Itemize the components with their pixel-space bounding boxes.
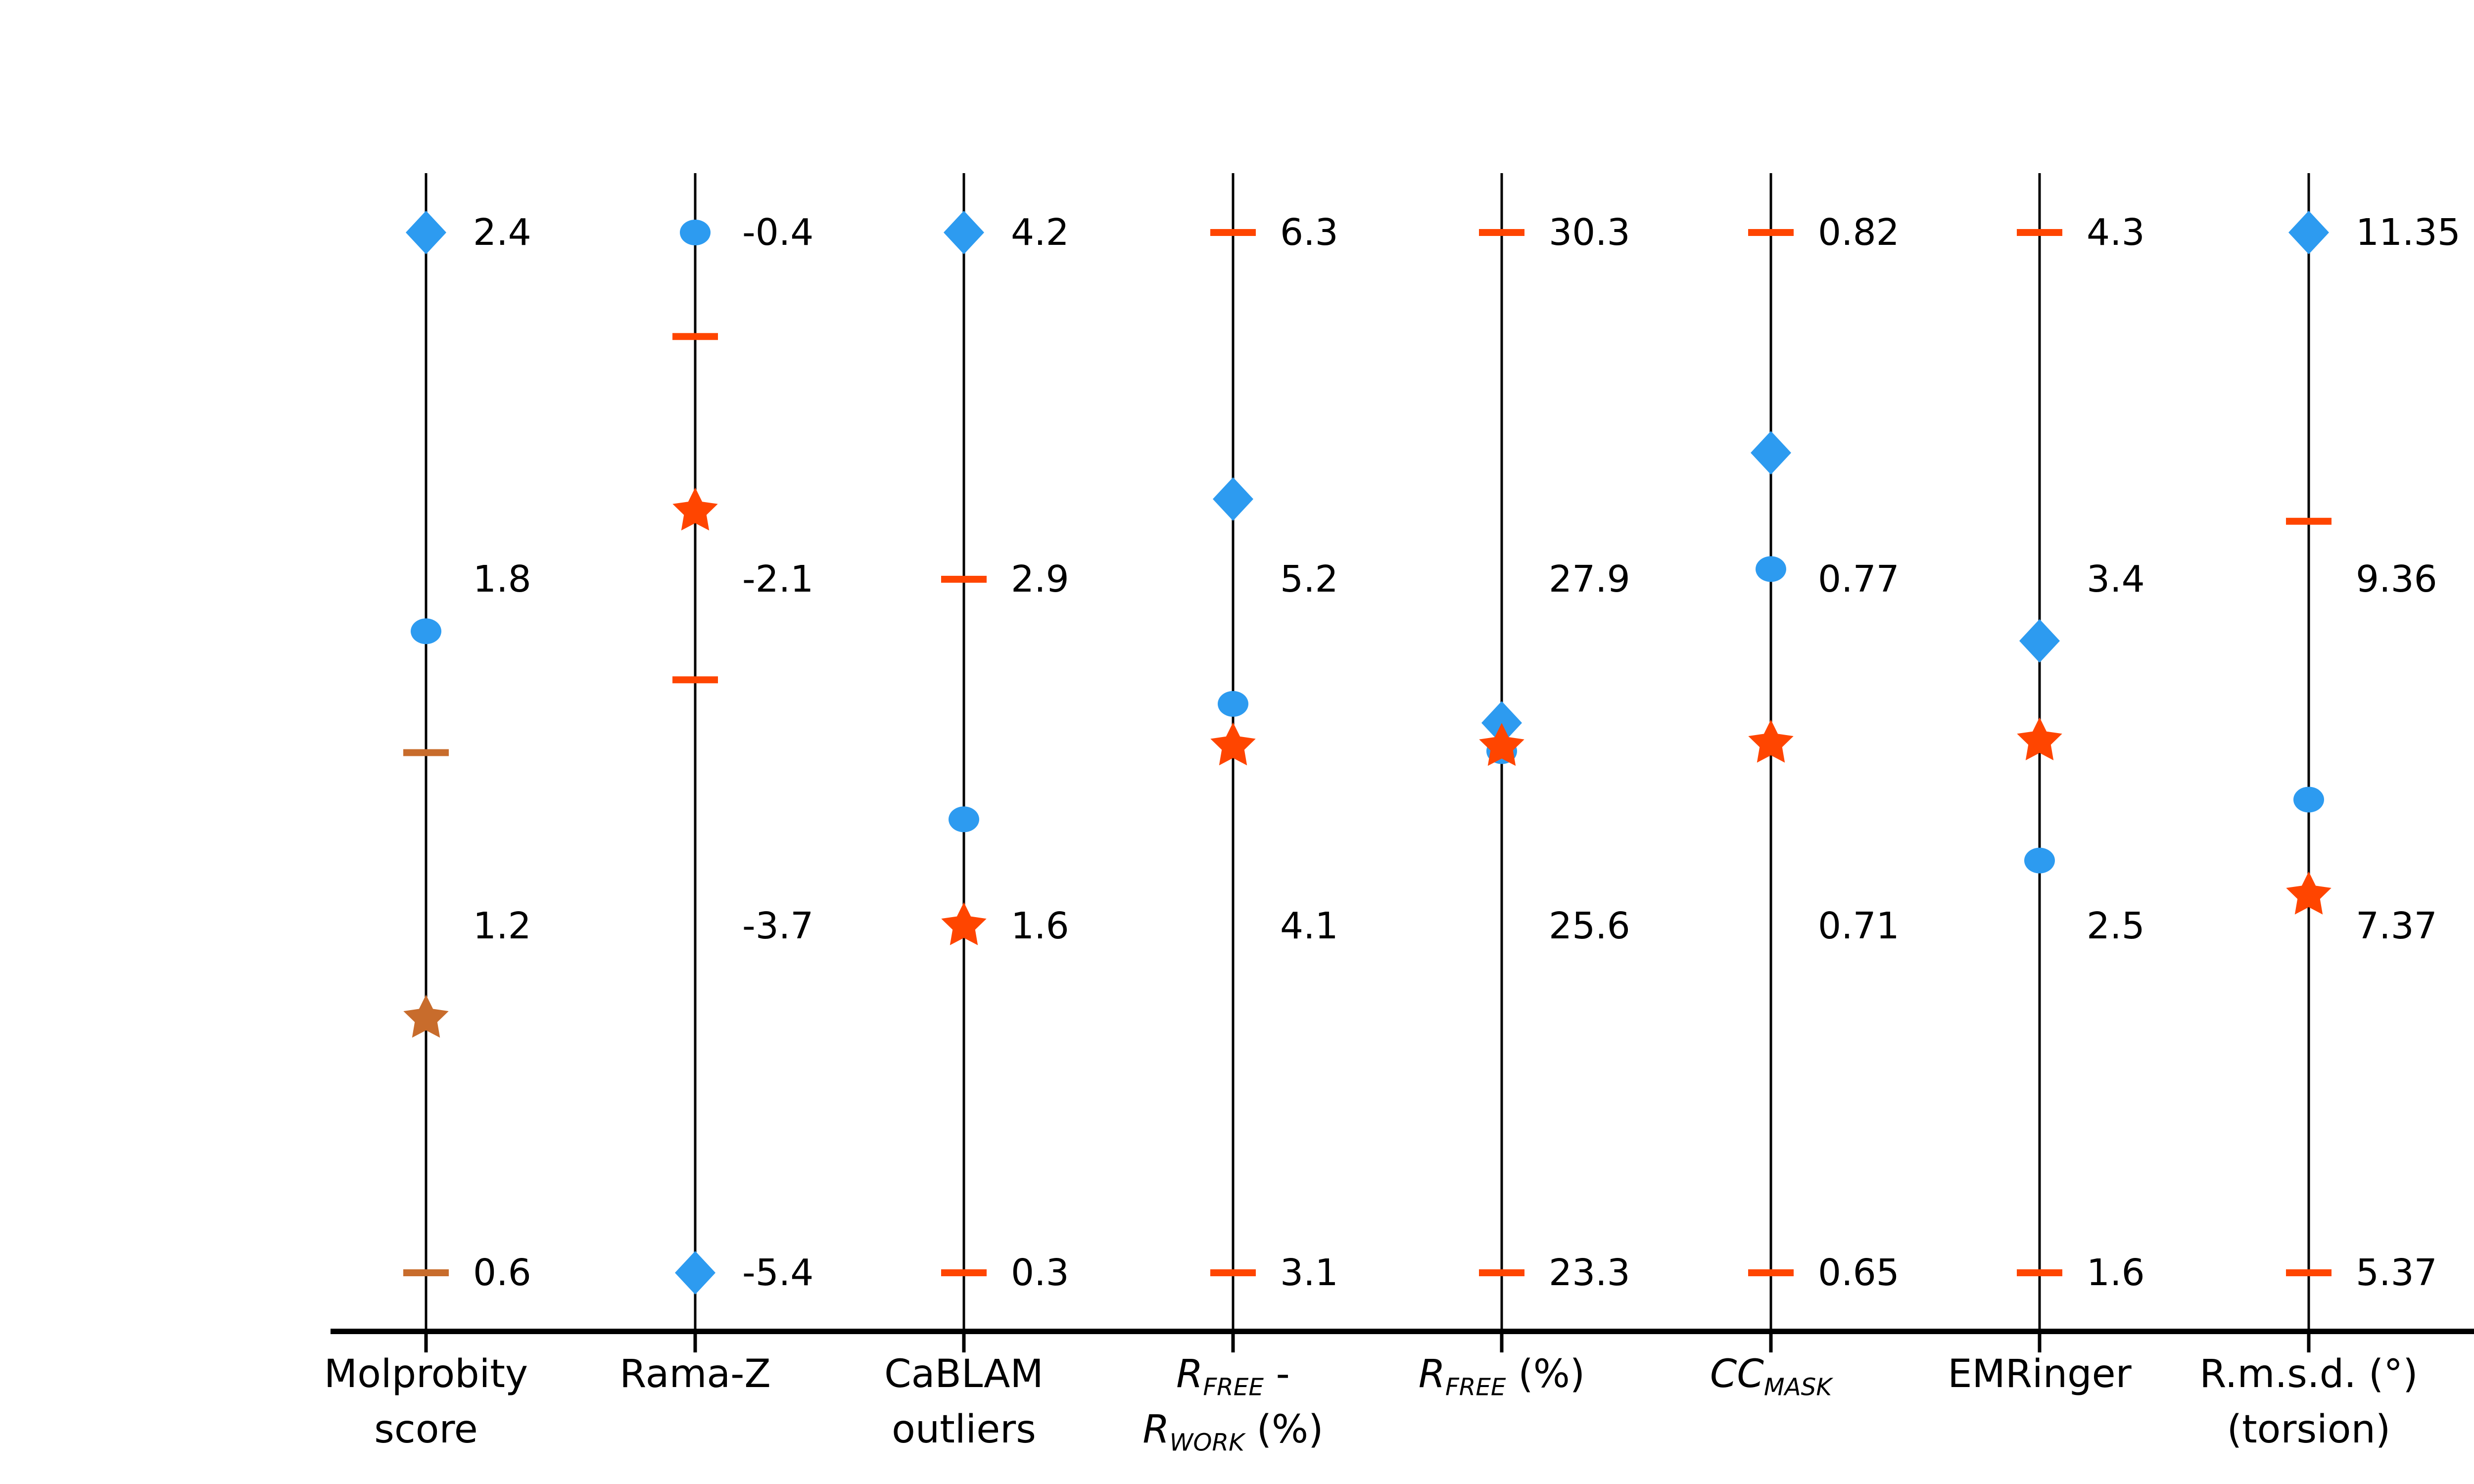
marker-diamond-rama-z [675,1251,715,1295]
marker-star-rfree-minus-rwork [1210,722,1256,766]
marker-diamond-rmsd-torsion [2288,211,2329,254]
axis-label-rmsd-torsion: R.m.s.d. (°) (torsion) [2199,1352,2418,1452]
marker-dash-rfree-minus-rwork [1210,1269,1256,1276]
axis-bottom-tick-cablam-outliers [962,1329,966,1352]
axis-bottom-tick-rfree [1500,1329,1504,1352]
axis-bottom-tick-rfree-minus-rwork [1231,1329,1235,1352]
tick-label-rfree-3: 23.3 [1549,1252,1630,1294]
marker-diamond-molprobity-score [406,211,446,254]
marker-dash-rama-z [672,333,718,340]
axis-bottom-tick-emringer [2038,1329,2042,1352]
marker-dash-rmsd-torsion [2286,1269,2331,1276]
marker-star-molprobity-score [403,994,449,1038]
marker-dash-rfree-minus-rwork [1210,229,1256,236]
axis-label-rfree-minus-rwork: RFREE - RWORK (%) [1142,1352,1324,1457]
tick-label-cablam-outliers-3: 0.3 [1011,1252,1069,1294]
axis-bottom-tick-cc-mask [1769,1329,1773,1352]
marker-dash-rfree [1479,229,1524,236]
axis-line-cablam-outliers [962,173,965,1332]
marker-circle-rama-z [680,220,711,245]
marker-dash-rfree [1479,1269,1524,1276]
tick-label-emringer-2: 2.5 [2087,905,2145,947]
marker-dash-emringer [2017,229,2062,236]
tick-label-molprobity-score-0: 2.4 [473,211,531,254]
marker-dash-cc-mask [1748,229,1794,236]
axis-line-rmsd-torsion [2307,173,2310,1332]
marker-dash-rmsd-torsion [2286,517,2331,525]
marker-dash-molprobity-score [403,749,449,756]
axis-label-cablam-outliers: CaBLAM outliers [884,1352,1044,1452]
x-axis-spine [331,1329,2474,1334]
marker-diamond-rfree [1481,701,1522,745]
marker-circle-emringer [2024,847,2055,874]
tick-label-cablam-outliers-0: 4.2 [1011,211,1069,254]
tick-label-rfree-minus-rwork-2: 4.1 [1280,905,1338,947]
marker-diamond-cc-mask [1751,431,1791,475]
marker-circle-cc-mask [1756,556,1786,582]
tick-label-cc-mask-0: 0.82 [1818,211,1900,254]
axis-label-molprobity-score: Molprobity score [324,1352,528,1452]
marker-star-cablam-outliers [941,902,987,945]
tick-label-molprobity-score-3: 0.6 [473,1252,531,1294]
tick-label-emringer-0: 4.3 [2087,211,2145,254]
tick-label-rmsd-torsion-2: 7.37 [2356,905,2437,947]
marker-dash-cablam-outliers [941,1269,987,1276]
marker-circle-molprobity-score [411,618,441,645]
tick-label-emringer-3: 1.6 [2087,1252,2145,1294]
tick-label-molprobity-score-2: 1.2 [473,905,531,947]
axis-bottom-tick-molprobity-score [424,1329,428,1352]
marker-dash-cc-mask [1748,1269,1794,1276]
tick-label-cc-mask-2: 0.71 [1818,905,1900,947]
tick-label-rmsd-torsion-1: 9.36 [2356,558,2437,601]
axis-line-rama-z [694,173,697,1332]
marker-star-rmsd-torsion [2286,871,2331,915]
marker-star-emringer [2017,717,2062,760]
tick-label-cablam-outliers-1: 2.9 [1011,558,1069,601]
tick-label-rfree-minus-rwork-3: 3.1 [1280,1252,1338,1294]
marker-star-cc-mask [1748,719,1794,763]
tick-label-cablam-outliers-2: 1.6 [1011,905,1069,947]
tick-label-rfree-2: 25.6 [1549,905,1630,947]
tick-label-cc-mask-3: 0.65 [1818,1252,1900,1294]
tick-label-rama-z-3: -5.4 [742,1252,814,1294]
tick-label-cc-mask-1: 0.77 [1818,558,1900,601]
marker-diamond-rfree-minus-rwork [1213,477,1253,521]
tick-label-rama-z-0: -0.4 [742,211,814,254]
tick-label-rfree-minus-rwork-0: 6.3 [1280,211,1338,254]
axis-bottom-tick-rmsd-torsion [2307,1329,2311,1352]
marker-star-rfree [1479,723,1524,766]
tick-label-molprobity-score-1: 1.8 [473,558,531,601]
marker-circle-cablam-outliers [949,806,979,833]
tick-label-rfree-1: 27.9 [1549,558,1630,601]
tick-label-rfree-minus-rwork-1: 5.2 [1280,558,1338,601]
marker-star-rama-z [672,487,718,531]
axis-label-emringer: EMRinger [1948,1352,2132,1396]
tick-label-rama-z-1: -2.1 [742,558,814,601]
marker-dash-cablam-outliers [941,576,987,583]
axis-label-cc-mask: CCMASK [1710,1352,1832,1401]
tick-label-rfree-0: 30.3 [1549,211,1630,254]
marker-diamond-emringer [2019,619,2060,663]
marker-circle-rfree-minus-rwork [1218,691,1248,717]
marker-circle-rmsd-torsion [2293,787,2324,813]
marker-dash-molprobity-score [403,1269,449,1276]
marker-diamond-cablam-outliers [944,211,984,254]
tick-label-emringer-1: 3.4 [2087,558,2145,601]
marker-dash-rama-z [672,676,718,684]
axis-label-rfree: RFREE (%) [1418,1352,1585,1401]
axis-label-rama-z: Rama-Z [619,1352,771,1396]
tick-label-rmsd-torsion-3: 5.37 [2356,1252,2437,1294]
tick-label-rmsd-torsion-0: 11.35 [2356,211,2461,254]
marker-dash-emringer [2017,1269,2062,1276]
axis-bottom-tick-rama-z [693,1329,697,1352]
tick-label-rama-z-2: -3.7 [742,905,814,947]
